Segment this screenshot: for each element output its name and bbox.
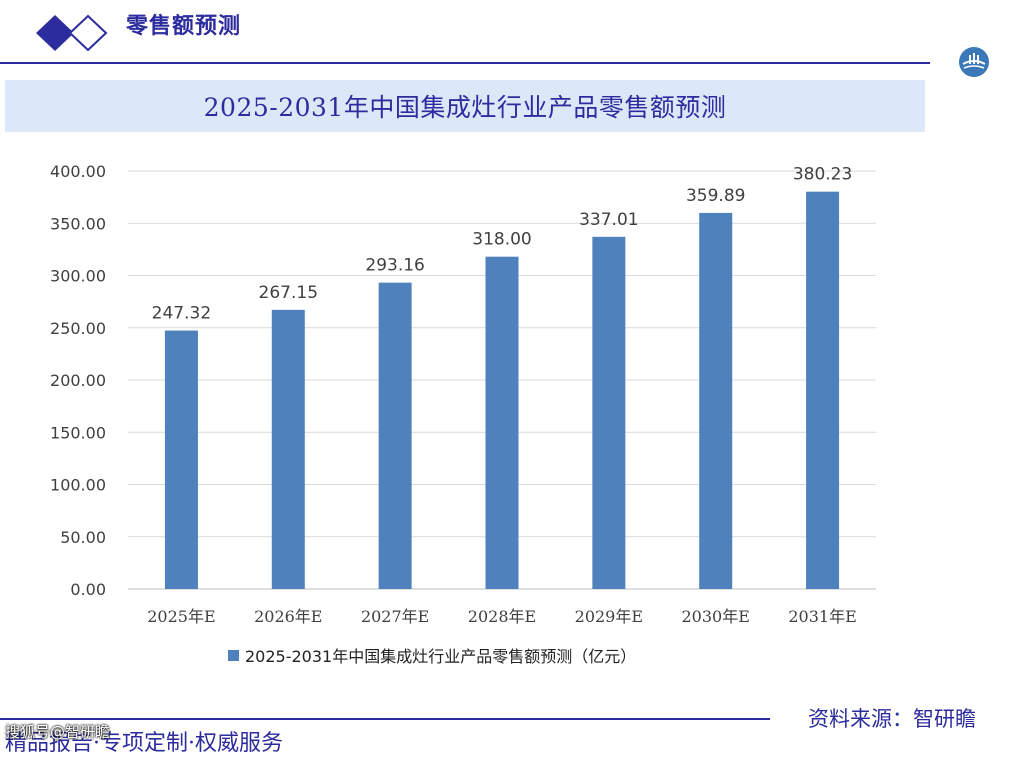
bar xyxy=(806,191,840,589)
x-tick-label: 2030年E xyxy=(682,607,750,626)
chart-title-band: 2025-2031年中国集成灶行业产品零售额预测 xyxy=(5,80,925,132)
data-label: 318.00 xyxy=(472,230,531,250)
legend-label: 2025-2031年中国集成灶行业产品零售额预测（亿元） xyxy=(245,647,637,666)
x-tick-label: 2029年E xyxy=(575,607,643,626)
x-tick-label: 2026年E xyxy=(254,607,322,626)
y-tick-label: 400.00 xyxy=(50,162,106,181)
x-tick-label: 2028年E xyxy=(468,607,536,626)
y-tick-label: 200.00 xyxy=(50,371,106,390)
source-note: 资料来源：智研瞻 xyxy=(808,707,976,731)
footer-divider xyxy=(0,718,770,720)
bar xyxy=(699,212,733,589)
footer-slogan: 精品报告·专项定制·权威服务 xyxy=(5,731,283,756)
brand-globe-icon xyxy=(959,47,989,77)
bar xyxy=(271,309,305,589)
x-tick-label: 2025年E xyxy=(147,607,215,626)
page-title: 零售额预测 xyxy=(126,13,242,39)
data-label: 247.32 xyxy=(152,304,211,324)
data-label: 293.16 xyxy=(365,256,424,276)
watermark: 搜狐号@智研瞻 xyxy=(5,723,111,741)
diamond-logo-icon xyxy=(36,14,108,52)
chart-title: 2025-2031年中国集成灶行业产品零售额预测 xyxy=(203,93,727,122)
y-tick-label: 350.00 xyxy=(50,214,106,233)
legend-swatch xyxy=(228,649,239,661)
x-tick-label: 2027年E xyxy=(361,607,429,626)
bar xyxy=(592,236,626,589)
y-tick-label: 250.00 xyxy=(50,319,106,338)
y-tick-label: 50.00 xyxy=(60,528,106,547)
chart-legend: 2025-2031年中国集成灶行业产品零售额预测（亿元） xyxy=(228,643,636,667)
x-tick-label: 2031年E xyxy=(788,607,856,626)
data-label: 380.23 xyxy=(793,165,852,185)
y-tick-label: 150.00 xyxy=(50,423,106,442)
bar xyxy=(378,282,412,589)
data-label: 267.15 xyxy=(259,283,318,303)
bar-chart: 0.00 50.00 100.00 150.00 200.00 250.00 300.00 3… xyxy=(50,162,876,626)
data-label: 337.01 xyxy=(579,210,638,230)
header-divider xyxy=(0,62,930,64)
bar xyxy=(485,256,519,589)
y-tick-label: 0.00 xyxy=(70,580,106,599)
y-tick-label: 300.00 xyxy=(50,267,106,286)
y-tick-label: 100.00 xyxy=(50,476,106,495)
bar xyxy=(164,330,198,589)
data-label: 359.89 xyxy=(686,186,745,206)
